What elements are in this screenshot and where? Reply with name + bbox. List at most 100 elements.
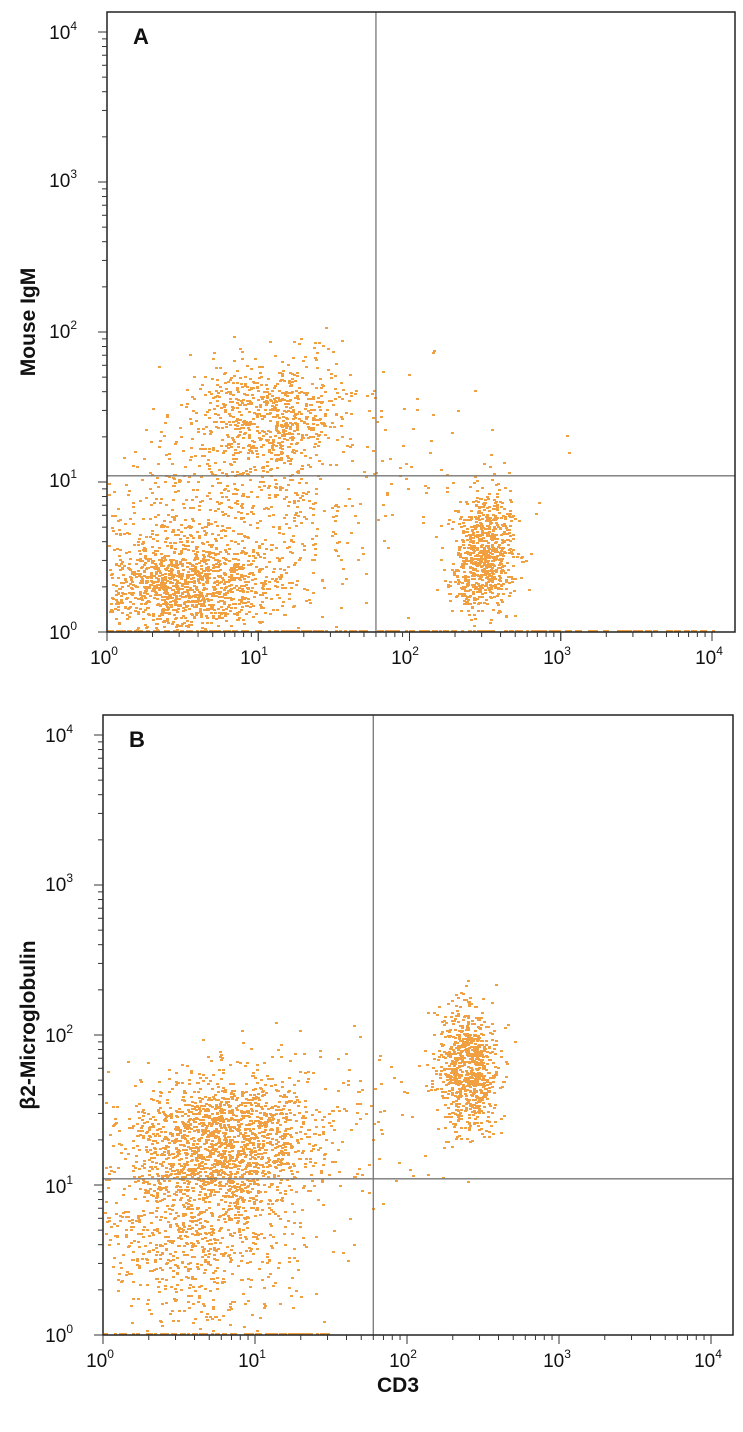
- event-point: [291, 439, 294, 441]
- event-point: [235, 1159, 238, 1161]
- event-point: [501, 539, 504, 541]
- event-point: [136, 466, 139, 468]
- event-point: [159, 1095, 162, 1097]
- event-point: [250, 1123, 253, 1125]
- event-point: [334, 375, 337, 377]
- event-point: [166, 1171, 169, 1173]
- event-point: [276, 430, 279, 432]
- event-point: [123, 457, 126, 459]
- event-point: [264, 1121, 267, 1123]
- event-point: [473, 584, 476, 586]
- event-point: [128, 563, 131, 565]
- event-point: [301, 377, 304, 379]
- event-point: [207, 555, 210, 557]
- event-point: [493, 534, 496, 536]
- event-point: [190, 596, 193, 598]
- event-point: [494, 519, 497, 521]
- event-point: [220, 1127, 223, 1129]
- event-point: [193, 582, 196, 584]
- event-point: [294, 492, 297, 494]
- event-point: [250, 1104, 253, 1106]
- event-point: [212, 564, 215, 566]
- event-point: [285, 1116, 288, 1118]
- event-point: [191, 1108, 194, 1110]
- event-point: [465, 601, 468, 603]
- event-point: [255, 1162, 258, 1164]
- event-point: [204, 1096, 207, 1098]
- event-point: [281, 487, 284, 489]
- event-point: [470, 510, 473, 512]
- event-point: [218, 593, 221, 595]
- event-point: [491, 585, 494, 587]
- event-point: [234, 603, 237, 605]
- event-point: [127, 630, 130, 632]
- event-point: [458, 549, 461, 551]
- event-point: [301, 465, 304, 467]
- event-point: [266, 471, 269, 473]
- event-point: [472, 540, 475, 542]
- event-point: [225, 1129, 228, 1131]
- event-point: [198, 1073, 201, 1075]
- event-point: [205, 1115, 208, 1117]
- event-point: [155, 1254, 158, 1256]
- event-point: [213, 577, 216, 579]
- event-point: [219, 575, 222, 577]
- event-point: [262, 444, 265, 446]
- event-point: [212, 1148, 215, 1150]
- event-point: [223, 406, 226, 408]
- event-point: [139, 594, 142, 596]
- event-point: [265, 439, 268, 441]
- event-point: [248, 555, 251, 557]
- event-point: [467, 576, 470, 578]
- event-point: [286, 1179, 289, 1181]
- event-point: [205, 567, 208, 569]
- event-point: [342, 568, 345, 570]
- y-tick-exponent: 2: [70, 318, 77, 332]
- event-point: [261, 1095, 264, 1097]
- event-point: [237, 533, 240, 535]
- event-point: [492, 630, 495, 632]
- event-point: [482, 514, 485, 516]
- event-point: [232, 454, 235, 456]
- event-point: [216, 1083, 219, 1085]
- event-point: [172, 1153, 175, 1155]
- event-point: [161, 557, 164, 559]
- event-point: [227, 1181, 230, 1183]
- event-point: [149, 518, 152, 520]
- event-point: [593, 630, 596, 632]
- event-point: [171, 463, 174, 465]
- event-point: [225, 608, 228, 610]
- event-point: [191, 1176, 194, 1178]
- event-point: [480, 566, 483, 568]
- event-point: [273, 1114, 276, 1116]
- event-point: [278, 1145, 281, 1147]
- event-point: [155, 571, 158, 573]
- event-point: [191, 1101, 194, 1103]
- event-point: [168, 453, 171, 455]
- event-point: [211, 485, 214, 487]
- event-point: [241, 630, 244, 632]
- event-point: [165, 1116, 168, 1118]
- event-point: [135, 607, 138, 609]
- event-point: [159, 1107, 162, 1109]
- event-point: [166, 567, 169, 569]
- event-point: [202, 584, 205, 586]
- event-point: [372, 417, 375, 419]
- event-point: [219, 1174, 222, 1176]
- event-point: [220, 1101, 223, 1103]
- event-point: [309, 630, 312, 632]
- event-point: [123, 533, 126, 535]
- event-point: [459, 553, 462, 555]
- event-point: [457, 579, 460, 581]
- event-point: [416, 398, 419, 400]
- event-point: [129, 583, 132, 585]
- event-point: [228, 1151, 231, 1153]
- event-point: [472, 532, 475, 534]
- event-point: [190, 621, 193, 623]
- event-point: [492, 560, 495, 562]
- event-point: [285, 1096, 288, 1098]
- event-point: [153, 597, 156, 599]
- event-point: [268, 1186, 271, 1188]
- event-point: [290, 392, 293, 394]
- event-point: [293, 500, 296, 502]
